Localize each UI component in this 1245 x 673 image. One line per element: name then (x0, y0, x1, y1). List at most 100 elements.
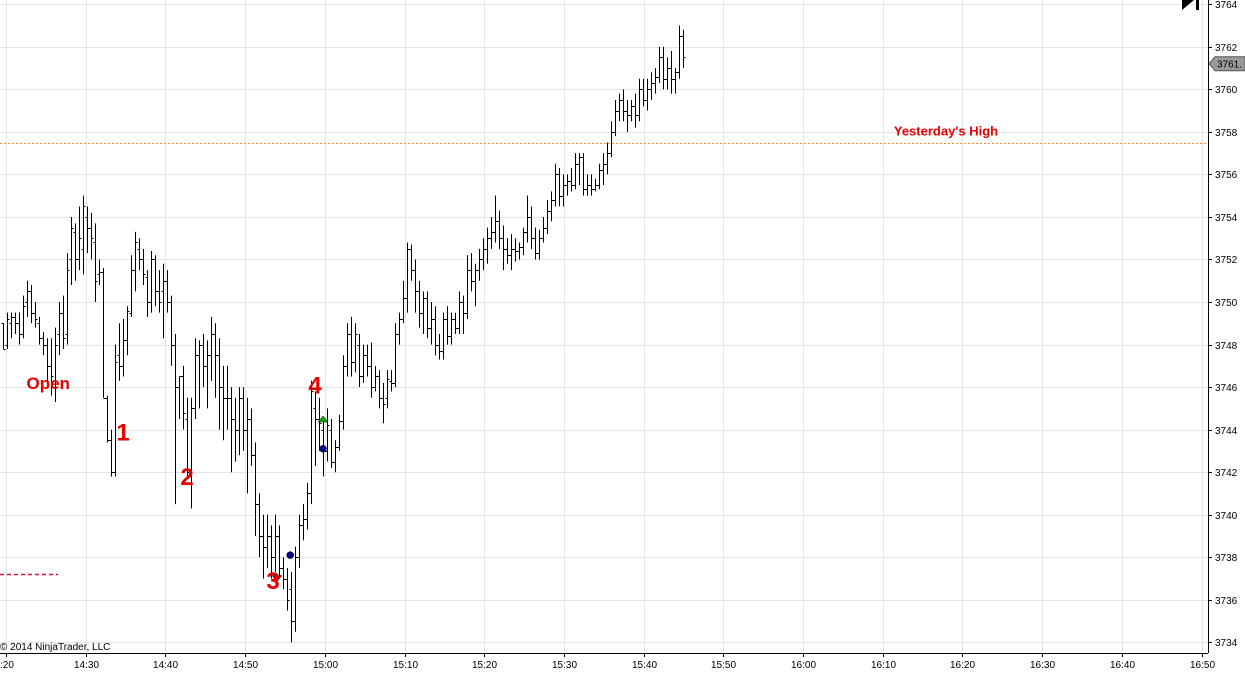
ohlc-bar (249, 408, 254, 466)
x-axis-ticks: :20 14:30 14:40 14:50 15:00 15:10 15:20 15:30 15… (0, 653, 1215, 671)
ohlc-bar (381, 382, 386, 424)
ohlc-bar (593, 178, 598, 192)
y-tick-label: 3736 (1215, 596, 1238, 607)
ohlc-bar (393, 323, 398, 388)
ohlc-bar (69, 216, 74, 286)
x-tick-label: 14:50 (233, 660, 258, 671)
annotation-label: Open (26, 374, 69, 393)
ohlc-bar (385, 370, 390, 409)
ohlc-bar (429, 302, 434, 345)
ohlc-bar (365, 344, 370, 377)
ohlc-bar (553, 163, 558, 207)
ohlc-bar (257, 493, 262, 558)
ohlc-bar (277, 525, 282, 579)
ohlc-bar (81, 195, 86, 275)
ohlc-bar (33, 302, 38, 328)
ohlc-bar (633, 93, 638, 128)
ohlc-bar (537, 229, 542, 260)
ohlc-bar (93, 223, 98, 303)
ohlc-bar (609, 121, 614, 158)
ohlc-bar (509, 233, 514, 271)
ohlc-bar (597, 163, 602, 190)
y-tick-label: 3752 (1215, 255, 1238, 266)
ohlc-bar (665, 57, 670, 90)
annotation-label: 4 (308, 373, 322, 400)
copyright-text: © 2014 NinjaTrader, LLC (0, 642, 110, 653)
ohlc-bar (285, 567, 290, 611)
ohlc-bar (325, 408, 330, 462)
ohlc-bar (89, 212, 94, 260)
ohlc-bar (45, 338, 50, 381)
ohlc-bar (461, 295, 466, 334)
ohlc-bar (149, 250, 154, 313)
ohlc-bar (65, 253, 70, 345)
ohlc-bar (153, 255, 158, 307)
entry-dot-icon (319, 445, 327, 453)
chart-end-marker-icon[interactable] (1182, 0, 1199, 10)
y-axis-ticks: 3734 3736 3738 3740 3742 3744 3746 3748 3750 3752… (1208, 0, 1238, 649)
ohlc-bar (21, 295, 26, 339)
x-tick-label: 15:40 (632, 660, 657, 671)
ohlc-bar (229, 387, 234, 473)
ohlc-bar (225, 365, 230, 430)
ohlc-bar (473, 263, 478, 307)
ohlc-bar (637, 78, 642, 122)
ohlc-bar (493, 195, 498, 243)
ohlc-bar (185, 397, 190, 477)
ohlc-bar (97, 259, 102, 286)
ohlc-bar (605, 142, 610, 175)
ohlc-bar (581, 153, 586, 196)
ohlc-bar (457, 291, 462, 334)
ohlc-bar (549, 191, 554, 222)
x-tick-label: :20 (0, 660, 14, 671)
y-tick-label: 3738 (1215, 553, 1238, 564)
ohlc-bar (217, 338, 222, 430)
ohlc-bar (101, 268, 106, 399)
ohlc-bar (569, 168, 574, 192)
y-tick-label: 3758 (1215, 128, 1238, 139)
x-tick-label: 15:10 (393, 660, 418, 671)
ohlc-bar (449, 312, 454, 345)
y-tick-label: 3760 (1215, 85, 1238, 96)
ohlc-bar (673, 68, 678, 94)
ohlc-bar (25, 280, 30, 317)
ohlc-bar (345, 323, 350, 377)
ohlc-bar (329, 419, 334, 468)
ohlc-bar (177, 376, 182, 420)
ohlc-bar (1, 323, 6, 350)
ohlc-bar (377, 370, 382, 409)
ohlc-bar (201, 333, 206, 388)
ohlc-bar (273, 514, 278, 573)
ohlc-bar (317, 397, 322, 451)
ohlc-bar (529, 206, 534, 249)
ohlc-bar (441, 312, 446, 360)
ohlc-bar (453, 312, 458, 334)
ohlc-bar (13, 312, 18, 334)
ohlc-bar (85, 206, 90, 254)
ohlc-bar (505, 238, 510, 264)
ohlc-bar (389, 370, 394, 392)
ohlc-bar (369, 342, 374, 398)
ohlc-bar (565, 174, 570, 196)
ohlc-bar (293, 546, 298, 632)
ohlc-bar (37, 316, 42, 345)
ohlc-bar (213, 323, 218, 398)
ohlc-bar (601, 153, 606, 186)
ohlc-bar (261, 514, 266, 579)
ohlc-bar (53, 327, 58, 403)
ohlc-bar (73, 223, 78, 281)
ohlc-bar (513, 238, 518, 262)
entry-dot-icon (286, 551, 294, 559)
ohlc-bar (617, 93, 622, 122)
ohlc-bar (49, 338, 54, 396)
ohlc-bar (313, 391, 318, 466)
ohlc-bar (585, 174, 590, 196)
x-tick-label: 15:00 (313, 660, 338, 671)
ohlc-bar (417, 280, 422, 328)
ohlc-bar (481, 238, 486, 271)
annotation-label: 3 (266, 568, 279, 595)
ohlc-bar (309, 380, 314, 505)
ohlc-bar (333, 440, 338, 473)
ohlc-bar (421, 291, 426, 334)
